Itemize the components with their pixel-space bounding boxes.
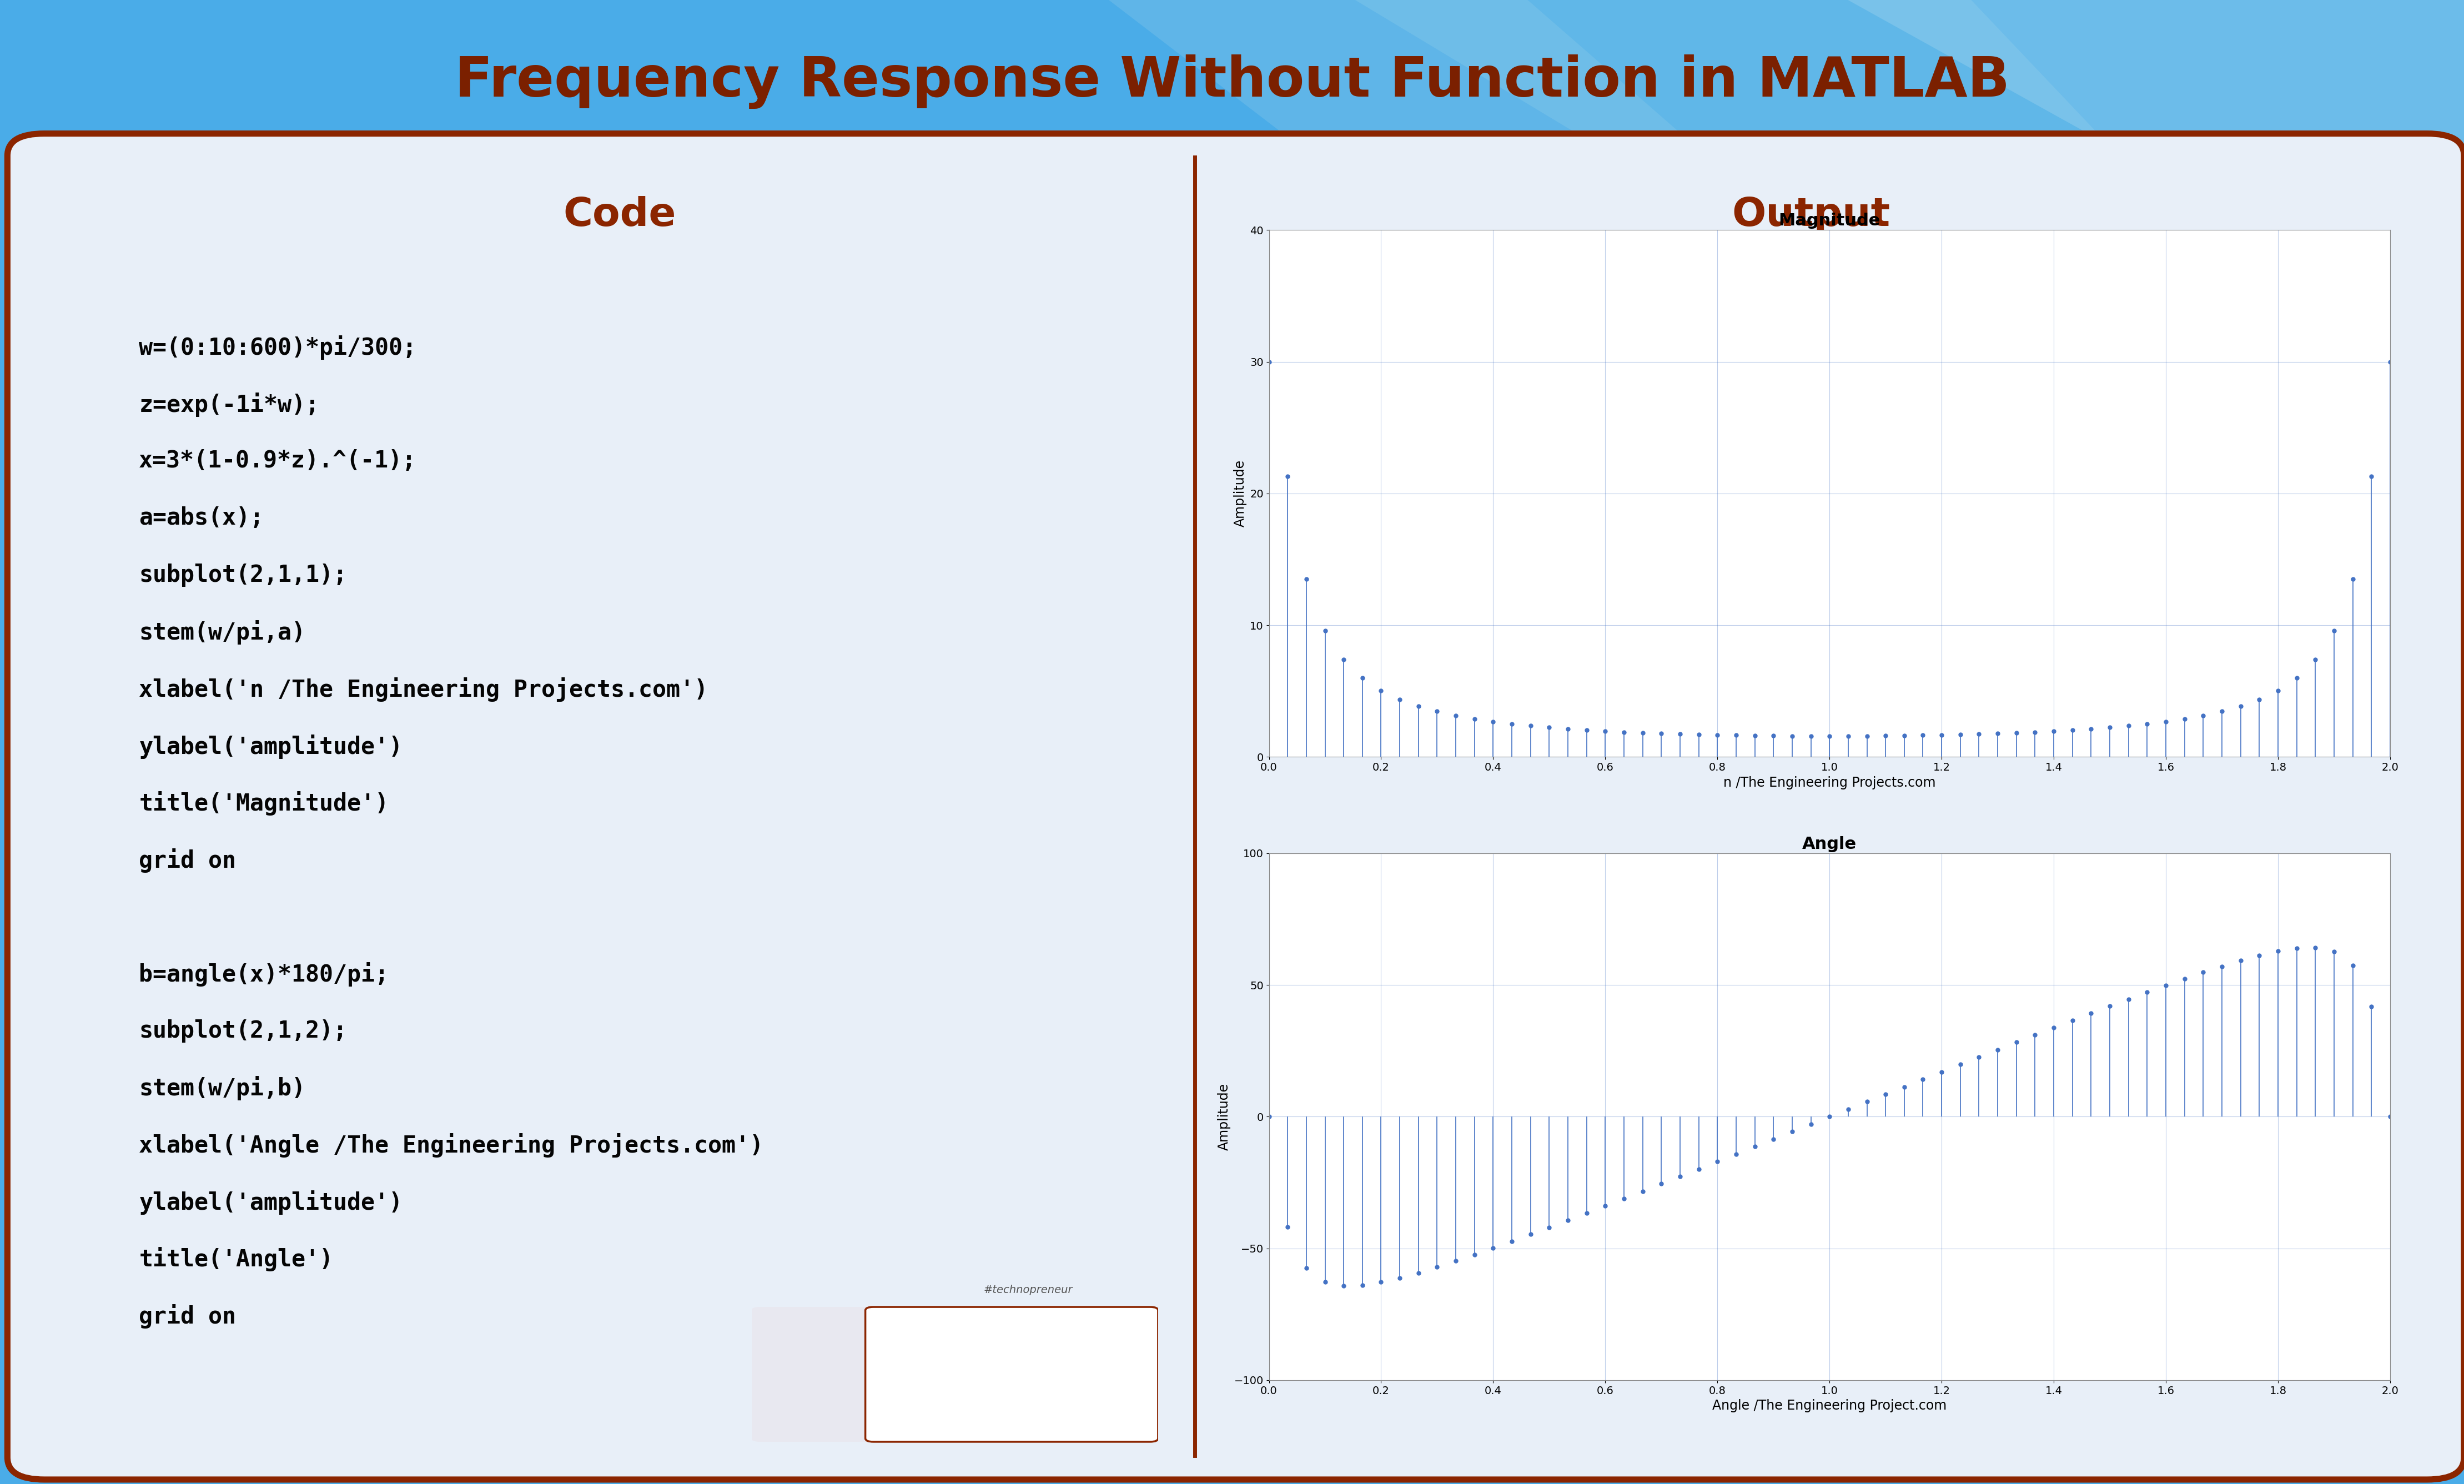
- Text: z=exp(-1i*w);: z=exp(-1i*w);: [138, 392, 320, 417]
- FancyBboxPatch shape: [752, 1307, 882, 1442]
- Text: xlabel('n /The Engineering Projects.com'): xlabel('n /The Engineering Projects.com'…: [138, 677, 707, 702]
- Text: Code: Code: [564, 196, 675, 234]
- Text: title('Angle'): title('Angle'): [138, 1247, 333, 1272]
- Text: Output: Output: [1732, 196, 1890, 234]
- X-axis label: Angle /The Engineering Project.com: Angle /The Engineering Project.com: [1712, 1399, 1947, 1413]
- Y-axis label: Amplitude: Amplitude: [1217, 1083, 1232, 1150]
- Text: title('Magnitude'): title('Magnitude'): [138, 791, 389, 816]
- Text: w=(0:10:600)*pi/300;: w=(0:10:600)*pi/300;: [138, 335, 416, 359]
- Title: Magnitude: Magnitude: [1779, 212, 1880, 229]
- Text: #technopreneur: #technopreneur: [983, 1285, 1072, 1296]
- Text: THE ENGINEERING: THE ENGINEERING: [954, 1331, 1072, 1342]
- Text: grid on: grid on: [138, 849, 237, 873]
- Text: x=3*(1-0.9*z).^(-1);: x=3*(1-0.9*z).^(-1);: [138, 450, 416, 473]
- Text: subplot(2,1,1);: subplot(2,1,1);: [138, 564, 347, 586]
- Text: PROJECTS: PROJECTS: [981, 1391, 1045, 1401]
- Text: ylabel('amplitude'): ylabel('amplitude'): [138, 735, 402, 758]
- Polygon shape: [1848, 0, 2464, 416]
- Text: a=abs(x);: a=abs(x);: [138, 506, 264, 530]
- Y-axis label: Amplitude: Amplitude: [1234, 460, 1247, 527]
- Polygon shape: [1355, 0, 2464, 742]
- Text: subplot(2,1,2);: subplot(2,1,2);: [138, 1020, 347, 1043]
- FancyBboxPatch shape: [865, 1307, 1158, 1442]
- FancyBboxPatch shape: [7, 134, 2464, 1480]
- Text: grid on: grid on: [138, 1304, 237, 1328]
- Text: ylabel('amplitude'): ylabel('amplitude'): [138, 1190, 402, 1214]
- Title: Angle: Angle: [1801, 835, 1858, 852]
- Polygon shape: [1109, 0, 2464, 1039]
- Text: stem(w/pi,a): stem(w/pi,a): [138, 620, 306, 644]
- Text: Frequency Response Without Function in MATLAB: Frequency Response Without Function in M…: [453, 55, 2011, 108]
- X-axis label: n /The Engineering Projects.com: n /The Engineering Projects.com: [1722, 776, 1937, 789]
- Text: b=angle(x)*180/pi;: b=angle(x)*180/pi;: [138, 962, 389, 987]
- Text: stem(w/pi,b): stem(w/pi,b): [138, 1076, 306, 1101]
- Text: xlabel('Angle /The Engineering Projects.com'): xlabel('Angle /The Engineering Projects.…: [138, 1134, 764, 1158]
